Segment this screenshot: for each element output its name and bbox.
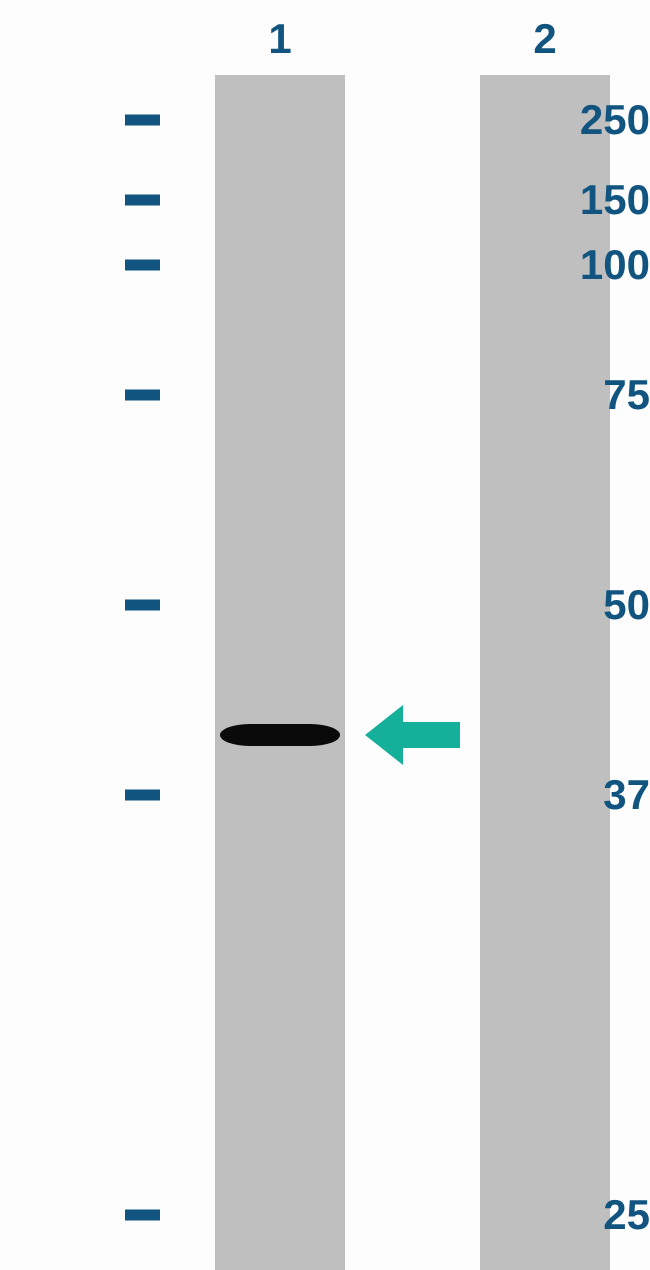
- mw-label-37: 37: [535, 771, 650, 819]
- mw-tick-250: [125, 115, 160, 126]
- lane-1: [215, 75, 345, 1270]
- arrow-head-icon: [365, 705, 403, 765]
- mw-tick-100: [125, 260, 160, 271]
- lane-header-2: 2: [533, 15, 556, 63]
- lane-header-1: 1: [268, 15, 291, 63]
- mw-label-100: 100: [535, 241, 650, 289]
- mw-tick-50: [125, 600, 160, 611]
- mw-tick-37: [125, 790, 160, 801]
- mw-label-250: 250: [535, 96, 650, 144]
- mw-label-150: 150: [535, 176, 650, 224]
- mw-tick-75: [125, 390, 160, 401]
- mw-label-75: 75: [535, 371, 650, 419]
- western-blot-figure: 1 2 250 150 100 75 50 37 25: [0, 0, 650, 1270]
- mw-label-25: 25: [535, 1191, 650, 1239]
- band-indicator-arrow: [365, 705, 460, 765]
- mw-label-50: 50: [535, 581, 650, 629]
- protein-band-lane-1: [220, 724, 340, 746]
- mw-tick-25: [125, 1210, 160, 1221]
- mw-tick-150: [125, 195, 160, 206]
- arrow-shaft: [403, 722, 460, 748]
